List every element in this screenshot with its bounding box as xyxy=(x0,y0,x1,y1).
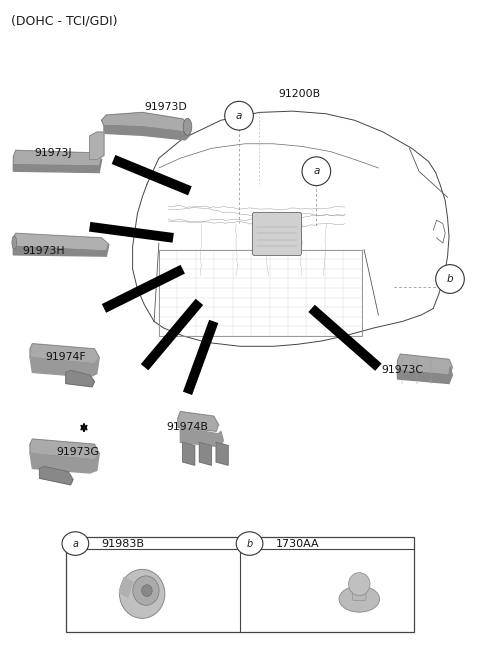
Text: 91973H: 91973H xyxy=(22,246,65,256)
Polygon shape xyxy=(90,132,104,159)
Text: 1730AA: 1730AA xyxy=(276,539,319,548)
Polygon shape xyxy=(102,112,190,132)
Polygon shape xyxy=(216,442,228,465)
Text: (DOHC - TCI/GDI): (DOHC - TCI/GDI) xyxy=(11,14,118,28)
Ellipse shape xyxy=(236,532,263,556)
Text: 91973C: 91973C xyxy=(381,365,423,375)
Polygon shape xyxy=(178,411,218,431)
Ellipse shape xyxy=(183,118,192,135)
Text: a: a xyxy=(236,111,242,121)
Polygon shape xyxy=(397,367,452,384)
FancyBboxPatch shape xyxy=(252,213,301,255)
Text: b: b xyxy=(447,274,453,284)
Text: 91983B: 91983B xyxy=(102,539,144,548)
Polygon shape xyxy=(30,344,99,364)
Polygon shape xyxy=(13,150,102,166)
Polygon shape xyxy=(13,159,102,173)
Polygon shape xyxy=(66,371,95,387)
Polygon shape xyxy=(30,439,99,460)
Ellipse shape xyxy=(348,573,370,596)
Polygon shape xyxy=(119,577,132,597)
Text: 91973J: 91973J xyxy=(34,148,72,158)
FancyBboxPatch shape xyxy=(353,582,366,600)
Polygon shape xyxy=(183,442,195,465)
Ellipse shape xyxy=(142,584,152,596)
Polygon shape xyxy=(180,427,223,447)
Text: 91973G: 91973G xyxy=(56,447,99,457)
Polygon shape xyxy=(30,453,99,473)
Ellipse shape xyxy=(133,576,159,605)
Polygon shape xyxy=(13,245,109,256)
FancyBboxPatch shape xyxy=(66,537,414,632)
Text: a: a xyxy=(72,539,78,548)
Polygon shape xyxy=(30,358,99,377)
Text: 91974F: 91974F xyxy=(46,352,86,362)
Text: 91200B: 91200B xyxy=(278,89,321,99)
Ellipse shape xyxy=(225,101,253,130)
Ellipse shape xyxy=(339,586,380,612)
Ellipse shape xyxy=(12,236,17,249)
Text: b: b xyxy=(246,539,252,548)
Polygon shape xyxy=(39,466,73,485)
Polygon shape xyxy=(199,442,211,465)
Ellipse shape xyxy=(120,569,165,619)
Text: 91973D: 91973D xyxy=(144,102,187,112)
Text: 91974B: 91974B xyxy=(167,422,208,432)
Polygon shape xyxy=(13,234,109,251)
Polygon shape xyxy=(397,354,452,375)
Text: a: a xyxy=(313,166,320,176)
Polygon shape xyxy=(104,125,190,140)
Ellipse shape xyxy=(436,264,464,293)
Ellipse shape xyxy=(302,157,331,186)
Ellipse shape xyxy=(62,532,89,556)
